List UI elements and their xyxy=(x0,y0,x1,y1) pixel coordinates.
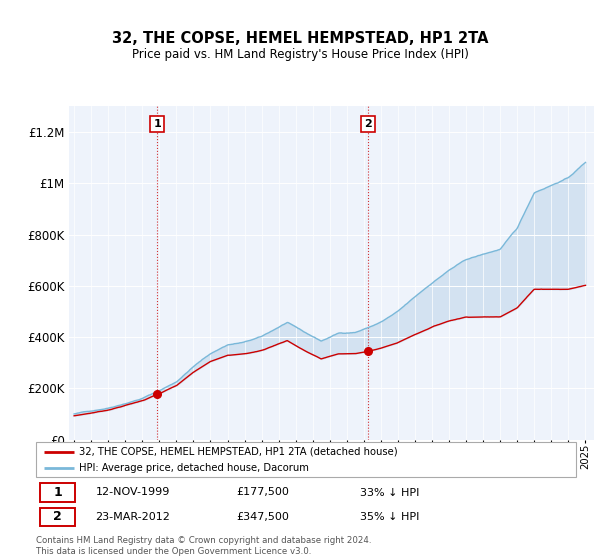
FancyBboxPatch shape xyxy=(36,442,576,477)
Text: 23-MAR-2012: 23-MAR-2012 xyxy=(95,512,170,521)
Text: 33% ↓ HPI: 33% ↓ HPI xyxy=(360,488,419,497)
Text: 1: 1 xyxy=(153,119,161,129)
Text: 2: 2 xyxy=(364,119,371,129)
FancyBboxPatch shape xyxy=(40,483,76,502)
Text: Price paid vs. HM Land Registry's House Price Index (HPI): Price paid vs. HM Land Registry's House … xyxy=(131,48,469,60)
Text: 1: 1 xyxy=(53,486,62,499)
Text: 35% ↓ HPI: 35% ↓ HPI xyxy=(360,512,419,521)
Text: Contains HM Land Registry data © Crown copyright and database right 2024.: Contains HM Land Registry data © Crown c… xyxy=(36,536,371,545)
Text: 32, THE COPSE, HEMEL HEMPSTEAD, HP1 2TA (detached house): 32, THE COPSE, HEMEL HEMPSTEAD, HP1 2TA … xyxy=(79,447,398,457)
Text: 32, THE COPSE, HEMEL HEMPSTEAD, HP1 2TA: 32, THE COPSE, HEMEL HEMPSTEAD, HP1 2TA xyxy=(112,31,488,46)
Text: 12-NOV-1999: 12-NOV-1999 xyxy=(95,488,170,497)
Text: HPI: Average price, detached house, Dacorum: HPI: Average price, detached house, Daco… xyxy=(79,464,309,473)
FancyBboxPatch shape xyxy=(40,507,76,526)
Text: £347,500: £347,500 xyxy=(236,512,289,521)
Text: This data is licensed under the Open Government Licence v3.0.: This data is licensed under the Open Gov… xyxy=(36,547,311,556)
Text: £177,500: £177,500 xyxy=(236,488,289,497)
Text: 2: 2 xyxy=(53,510,62,523)
